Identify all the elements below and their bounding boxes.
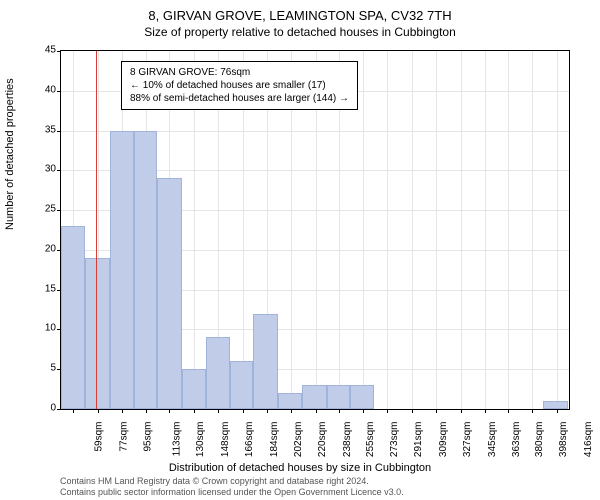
xtick-label: 291sqm xyxy=(414,422,425,458)
chart-plot-area: 8 GIRVAN GROVE: 76sqm← 10% of detached h… xyxy=(60,50,570,410)
xtick-mark xyxy=(485,409,486,413)
xtick-label: 363sqm xyxy=(511,422,522,458)
gridline-v xyxy=(412,51,413,409)
xtick-mark xyxy=(461,409,462,413)
xtick-label: 398sqm xyxy=(559,422,570,458)
ytick-mark xyxy=(57,131,61,132)
xtick-mark xyxy=(243,409,244,413)
annotation-box: 8 GIRVAN GROVE: 76sqm← 10% of detached h… xyxy=(121,61,358,110)
xtick-mark xyxy=(218,409,219,413)
ytick-label: 20 xyxy=(45,243,56,254)
histogram-bar xyxy=(206,337,230,409)
xtick-mark xyxy=(436,409,437,413)
footer-line-2: Contains public sector information licen… xyxy=(60,487,404,498)
gridline-v xyxy=(436,51,437,409)
xtick-mark xyxy=(146,409,147,413)
histogram-bar xyxy=(278,393,302,409)
chart-footer: Contains HM Land Registry data © Crown c… xyxy=(60,476,404,498)
xtick-label: 184sqm xyxy=(269,422,280,458)
histogram-bar xyxy=(327,385,350,409)
xtick-mark xyxy=(267,409,268,413)
ytick-label: 35 xyxy=(45,124,56,135)
ytick-label: 15 xyxy=(45,283,56,294)
xtick-label: 95sqm xyxy=(142,422,153,452)
xtick-label: 130sqm xyxy=(195,422,206,458)
xtick-label: 327sqm xyxy=(462,422,473,458)
histogram-bar xyxy=(302,385,326,409)
gridline-v xyxy=(508,51,509,409)
xtick-label: 148sqm xyxy=(220,422,231,458)
xtick-mark xyxy=(557,409,558,413)
annotation-line: ← 10% of detached houses are smaller (17… xyxy=(130,79,349,92)
annotation-line: 88% of semi-detached houses are larger (… xyxy=(130,92,349,105)
ytick-mark xyxy=(57,51,61,52)
xtick-mark xyxy=(122,409,123,413)
ytick-label: 10 xyxy=(45,323,56,334)
gridline-v xyxy=(363,51,364,409)
xtick-label: 113sqm xyxy=(172,422,183,457)
xtick-mark xyxy=(98,409,99,413)
x-axis-label: Distribution of detached houses by size … xyxy=(0,462,600,474)
xtick-label: 238sqm xyxy=(342,422,353,458)
histogram-bar xyxy=(110,131,134,409)
ytick-mark xyxy=(57,409,61,410)
xtick-mark xyxy=(412,409,413,413)
ytick-label: 0 xyxy=(50,403,56,414)
histogram-bar xyxy=(182,369,206,409)
gridline-v xyxy=(387,51,388,409)
xtick-mark xyxy=(339,409,340,413)
ytick-label: 5 xyxy=(50,363,56,374)
histogram-bar xyxy=(134,131,157,409)
ytick-mark xyxy=(57,170,61,171)
xtick-mark xyxy=(73,409,74,413)
xtick-mark xyxy=(169,409,170,413)
chart-subtitle: Size of property relative to detached ho… xyxy=(0,23,600,39)
ytick-label: 25 xyxy=(45,204,56,215)
xtick-label: 345sqm xyxy=(487,422,498,458)
xtick-label: 59sqm xyxy=(94,422,105,452)
ytick-label: 40 xyxy=(45,84,56,95)
xtick-mark xyxy=(363,409,364,413)
y-axis-label: Number of detached properties xyxy=(4,78,16,230)
xtick-label: 220sqm xyxy=(317,422,328,458)
xtick-label: 309sqm xyxy=(438,422,449,458)
histogram-bar xyxy=(543,401,567,409)
ytick-label: 30 xyxy=(45,164,56,175)
histogram-bar xyxy=(157,178,181,409)
xtick-label: 166sqm xyxy=(244,422,255,458)
xtick-mark xyxy=(291,409,292,413)
gridline-v xyxy=(461,51,462,409)
gridline-v xyxy=(557,51,558,409)
gridline-v xyxy=(485,51,486,409)
xtick-mark xyxy=(532,409,533,413)
xtick-label: 273sqm xyxy=(389,422,400,458)
annotation-line: 8 GIRVAN GROVE: 76sqm xyxy=(130,66,349,79)
histogram-bar xyxy=(350,385,374,409)
ytick-mark xyxy=(57,91,61,92)
xtick-mark xyxy=(387,409,388,413)
xtick-mark xyxy=(194,409,195,413)
xtick-label: 77sqm xyxy=(118,422,129,452)
xtick-mark xyxy=(508,409,509,413)
histogram-bar xyxy=(61,226,85,409)
ytick-label: 45 xyxy=(45,45,56,56)
xtick-label: 416sqm xyxy=(583,422,594,458)
footer-line-1: Contains HM Land Registry data © Crown c… xyxy=(60,476,404,487)
histogram-bar xyxy=(230,361,253,409)
property-marker-line xyxy=(96,51,97,409)
histogram-bar xyxy=(85,258,109,409)
histogram-bar xyxy=(253,314,277,409)
xtick-label: 255sqm xyxy=(365,422,376,458)
chart-title: 8, GIRVAN GROVE, LEAMINGTON SPA, CV32 7T… xyxy=(0,0,600,23)
gridline-v xyxy=(532,51,533,409)
xtick-mark xyxy=(316,409,317,413)
ytick-mark xyxy=(57,210,61,211)
xtick-label: 380sqm xyxy=(534,422,545,458)
xtick-label: 202sqm xyxy=(293,422,304,458)
